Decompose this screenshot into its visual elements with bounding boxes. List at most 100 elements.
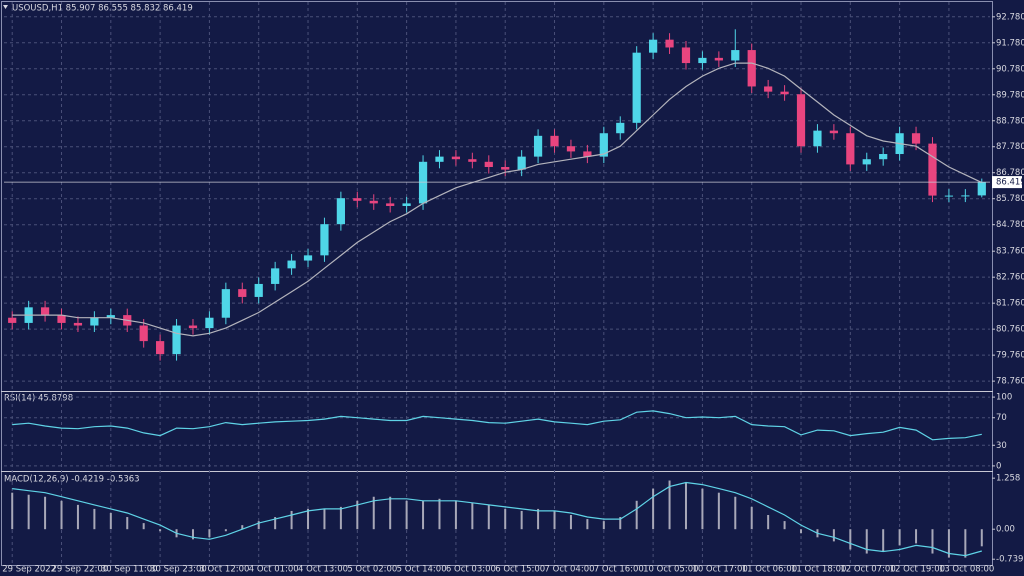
x-tick-label: 6 Oct 15:00 — [495, 565, 545, 575]
candle-body — [205, 317, 214, 329]
candle-body — [846, 133, 855, 165]
candle-body — [517, 156, 526, 170]
x-tick-label: 12 Oct 19:00 — [890, 565, 945, 575]
x-tick-label: 5 Oct 02:00 — [347, 565, 397, 575]
x-tick-label: 12 Oct 07:00 — [840, 565, 895, 575]
y-tick-label: 86.780 — [996, 168, 1024, 178]
x-tick-label: 30 Sep 23:00 — [150, 565, 207, 575]
x-tick-label: 4 Oct 01:00 — [249, 565, 299, 575]
y-tick-label: 82.760 — [996, 273, 1024, 283]
candle-body — [928, 143, 937, 196]
candle-body — [418, 161, 428, 204]
candle-body — [961, 195, 970, 197]
y-tick-label: 0.00 — [996, 525, 1015, 535]
candle-body — [731, 50, 740, 61]
candle-body — [254, 283, 263, 297]
y-tick-label: 87.780 — [996, 142, 1024, 152]
candle-body — [944, 195, 954, 197]
y-tick-label: 90.780 — [996, 64, 1024, 74]
x-tick-label: 11 Oct 18:00 — [791, 565, 846, 575]
candle-body — [501, 167, 510, 170]
y-tick-label: 84.780 — [996, 220, 1024, 230]
y-tick-label: 70 — [996, 413, 1007, 423]
x-tick-label: 11 Oct 06:00 — [742, 565, 797, 575]
candle-body — [106, 315, 115, 318]
candle-body — [386, 203, 395, 206]
candle-body — [533, 135, 543, 157]
x-tick-label: 13 Oct 08:00 — [939, 565, 994, 575]
x-tick-label: 6 Oct 03:00 — [446, 565, 496, 575]
x-tick-label: 5 Oct 14:00 — [397, 565, 447, 575]
frame — [1, 1, 993, 566]
candle-body — [632, 52, 641, 123]
candle-body — [451, 156, 461, 160]
candle-body — [911, 133, 921, 144]
candle-body — [57, 315, 66, 323]
moving-average — [12, 62, 983, 337]
candle-body — [468, 159, 477, 162]
candle-body — [829, 130, 838, 134]
x-tick-label: 10 Oct 05:00 — [643, 565, 698, 575]
candle-body — [336, 198, 345, 225]
candle-body — [599, 133, 608, 157]
candle-body — [583, 151, 592, 157]
candle-body — [665, 39, 674, 48]
y-tick-label: 85.780 — [996, 194, 1024, 204]
candle-body — [879, 154, 888, 160]
y-tick-label: 92.780 — [996, 12, 1024, 22]
indicator-line — [12, 410, 982, 441]
x-tick-label: 10 Oct 17:00 — [692, 565, 747, 575]
y-tick-label: 30 — [996, 441, 1007, 451]
candle-body — [287, 260, 296, 269]
y-tick-label: 81.760 — [996, 299, 1024, 309]
candle-body — [862, 159, 871, 165]
candle-body — [796, 94, 806, 147]
candle-body — [40, 307, 50, 316]
x-tick-label: 29 Sep 22:00 — [52, 565, 109, 575]
menu-arrow[interactable] — [3, 5, 8, 9]
candle-body — [402, 203, 411, 206]
y-tick-label: 0 — [996, 461, 1001, 471]
candle-body — [714, 57, 723, 61]
y-tick-label: 83.760 — [996, 247, 1024, 257]
candle-body — [435, 156, 444, 162]
y-tick-label: 78.760 — [996, 377, 1024, 387]
x-tick-label: 7 Oct 16:00 — [594, 565, 644, 575]
candle-body — [681, 47, 691, 64]
y-tick-label: 89.780 — [996, 90, 1024, 100]
macd-title: MACD(12,26,9) -0.4219 -0.5363 — [4, 475, 140, 485]
y-tick-label: 1.258 — [996, 474, 1020, 484]
y-tick-label: 80.760 — [996, 325, 1024, 335]
candle-body — [8, 317, 17, 323]
y-tick-label: 79.760 — [996, 351, 1024, 361]
candle-body — [238, 289, 247, 297]
y-tick-label: 100 — [996, 393, 1012, 403]
candle-body — [172, 325, 181, 355]
x-tick-label: 7 Oct 04:00 — [545, 565, 595, 575]
candle-body — [90, 317, 99, 326]
x-tick-label: 3 Oct 12:00 — [199, 565, 249, 575]
x-tick-label: 4 Oct 13:00 — [298, 565, 348, 575]
price-label-box — [992, 176, 1022, 189]
main-title: USOUSD,H1 85.907 86.555 85.832 86.419 — [12, 4, 193, 14]
x-tick-label: 29 Sep 2022 — [2, 565, 56, 575]
price-label: 86.419 — [996, 178, 1024, 188]
candle-body — [977, 182, 986, 196]
signal-line — [12, 481, 982, 557]
candle-body — [139, 325, 148, 342]
y-tick-label: 88.780 — [996, 116, 1024, 126]
candle-body — [353, 198, 362, 201]
candle-body — [747, 50, 756, 87]
candle-body — [73, 322, 83, 326]
x-tick-label: 30 Sep 11:00 — [101, 565, 158, 575]
candle-body — [156, 341, 165, 355]
candle-body — [188, 325, 198, 329]
candle-body — [566, 146, 576, 152]
candle-body — [369, 200, 378, 204]
candle-body — [813, 130, 822, 147]
candle-body — [550, 135, 559, 147]
candle-body — [484, 161, 493, 168]
